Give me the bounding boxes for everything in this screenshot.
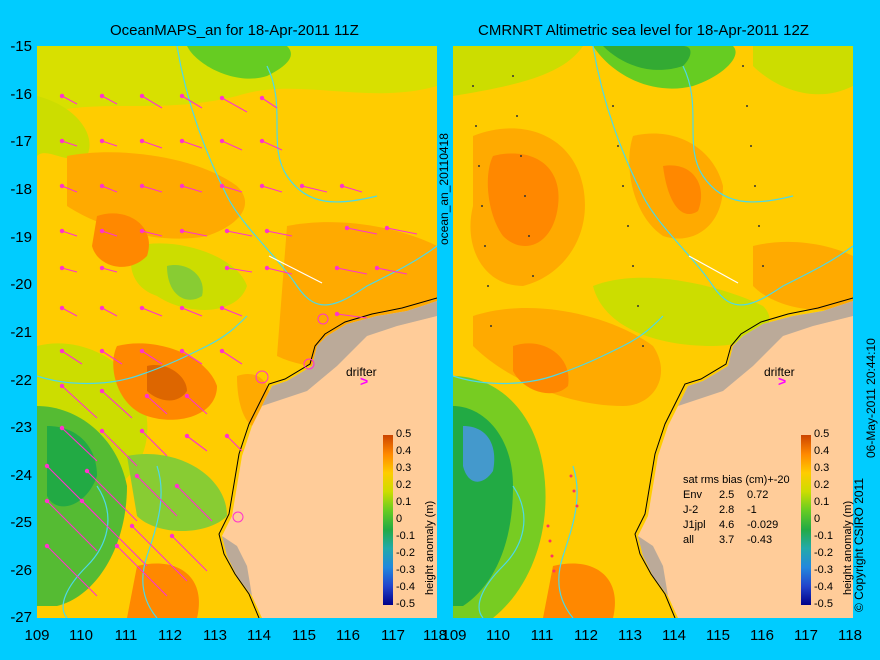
stats-header: sat rms bias (cm)+-20 [683, 474, 790, 486]
stats-rms: 2.5 [719, 489, 735, 501]
stats-row: J1jpl 4.6 -0.029 [683, 519, 778, 533]
y-tick-label: -21 [10, 324, 32, 341]
y-tick-label: -16 [10, 86, 32, 103]
colorbar-tick: -0.3 [814, 564, 833, 576]
x-tick-label: 115 [292, 627, 316, 644]
stats-rms: 2.8 [719, 504, 735, 516]
colorbar-tick: -0.4 [396, 581, 415, 593]
x-tick-label: 113 [618, 627, 642, 644]
left-map-svg [37, 46, 437, 618]
colorbar-tick: -0.5 [396, 598, 415, 610]
drifter-icon: > [360, 373, 369, 389]
y-tick-label: -25 [10, 514, 32, 531]
x-tick-label: 111 [114, 627, 138, 644]
right-map-title: CMRNRT Altimetric sea level for 18-Apr-2… [478, 22, 809, 39]
copyright-label: © Copyright CSIRO 2011 [852, 477, 866, 612]
x-tick-label: 109 [441, 627, 467, 644]
x-tick-label: 116 [336, 627, 360, 644]
x-tick-label: 110 [486, 627, 510, 644]
colorbar-tick: 0 [396, 513, 403, 525]
colorbar-title: height anomaly (m) [424, 500, 436, 595]
stats-row: J-2 2.8 -1 [683, 504, 757, 518]
left-map-title: OceanMAPS_an for 18-Apr-2011 11Z [110, 22, 359, 39]
drifter-label-left: drifter [346, 365, 377, 379]
stats-sat-name: all [683, 534, 695, 546]
x-tick-label: 114 [247, 627, 271, 644]
right-map-panel [453, 46, 853, 618]
colorbar-tick: 0.4 [396, 445, 412, 457]
colorbar-title: height anomaly (m) [842, 500, 854, 595]
run-id-label: ocean_an_20110418 [437, 133, 451, 245]
stats-rms: 3.7 [719, 534, 735, 546]
y-tick-label: -26 [10, 562, 32, 579]
colorbar-tick: 0 [814, 513, 821, 525]
stats-sat-name: Env [683, 489, 702, 501]
colorbar-tick: 0.4 [814, 445, 830, 457]
colorbar-tick: 0.1 [814, 496, 830, 508]
stats-bias: 0.72 [747, 489, 769, 501]
altimeter-track-points [472, 65, 764, 347]
y-tick-label: -22 [10, 372, 32, 389]
colorbar-tick: -0.5 [814, 598, 833, 610]
y-tick-label: -20 [10, 276, 32, 293]
x-tick-label: 117 [794, 627, 818, 644]
stats-rms: 4.6 [719, 519, 735, 531]
x-tick-label: 113 [203, 627, 227, 644]
y-tick-label: -24 [10, 467, 32, 484]
colorbar-tick: -0.4 [814, 581, 833, 593]
stats-row: Env 2.5 0.72 [683, 489, 768, 503]
x-tick-label: 111 [530, 627, 554, 644]
x-tick-label: 109 [24, 627, 50, 644]
x-tick-label: 114 [662, 627, 686, 644]
y-tick-label: -27 [10, 609, 32, 626]
y-tick-label: -19 [10, 229, 32, 246]
y-tick-label: -15 [10, 38, 32, 55]
colorbar-gradient [383, 435, 393, 605]
colorbar-tick: 0.5 [814, 428, 830, 440]
colorbar-tick: -0.2 [814, 547, 833, 559]
stats-bias: -1 [747, 504, 757, 516]
colorbar-tick: -0.1 [396, 530, 415, 542]
stats-sat-name: J1jpl [683, 519, 706, 531]
colorbar-tick: 0.2 [814, 479, 830, 491]
x-tick-label: 112 [574, 627, 598, 644]
colorbar-tick: -0.3 [396, 564, 415, 576]
stats-bias: -0.029 [747, 519, 779, 531]
stats-row: all 3.7 -0.43 [683, 534, 772, 548]
x-tick-label: 118 [423, 627, 447, 644]
x-tick-label: 118 [838, 627, 862, 644]
colorbar-gradient [801, 435, 811, 605]
drifter-label-right: drifter [764, 365, 795, 379]
colorbar-tick: 0.3 [814, 462, 830, 474]
colorbar-tick: -0.2 [396, 547, 415, 559]
y-tick-label: -18 [10, 181, 32, 198]
y-tick-label: -17 [10, 133, 32, 150]
x-tick-label: 112 [158, 627, 182, 644]
y-tick-label: -23 [10, 419, 32, 436]
timestamp-label: 06-May-2011 20:44:10 [864, 338, 878, 458]
altimeter-track-points-2 [546, 474, 579, 573]
stats-sat-name: J-2 [683, 504, 699, 516]
colorbar-tick: -0.1 [814, 530, 833, 542]
colorbar-tick: 0.2 [396, 479, 412, 491]
stats-bias: -0.43 [747, 534, 773, 546]
right-map-svg [453, 46, 853, 618]
x-tick-label: 115 [706, 627, 730, 644]
colorbar-tick: 0.1 [396, 496, 412, 508]
left-map-panel [37, 46, 437, 618]
x-tick-label: 110 [69, 627, 93, 644]
colorbar-tick: 0.3 [396, 462, 412, 474]
current-vectors [44, 93, 418, 597]
drifter-icon: > [778, 373, 787, 389]
x-tick-label: 116 [750, 627, 774, 644]
x-tick-label: 117 [381, 627, 405, 644]
colorbar-tick: 0.5 [396, 428, 412, 440]
